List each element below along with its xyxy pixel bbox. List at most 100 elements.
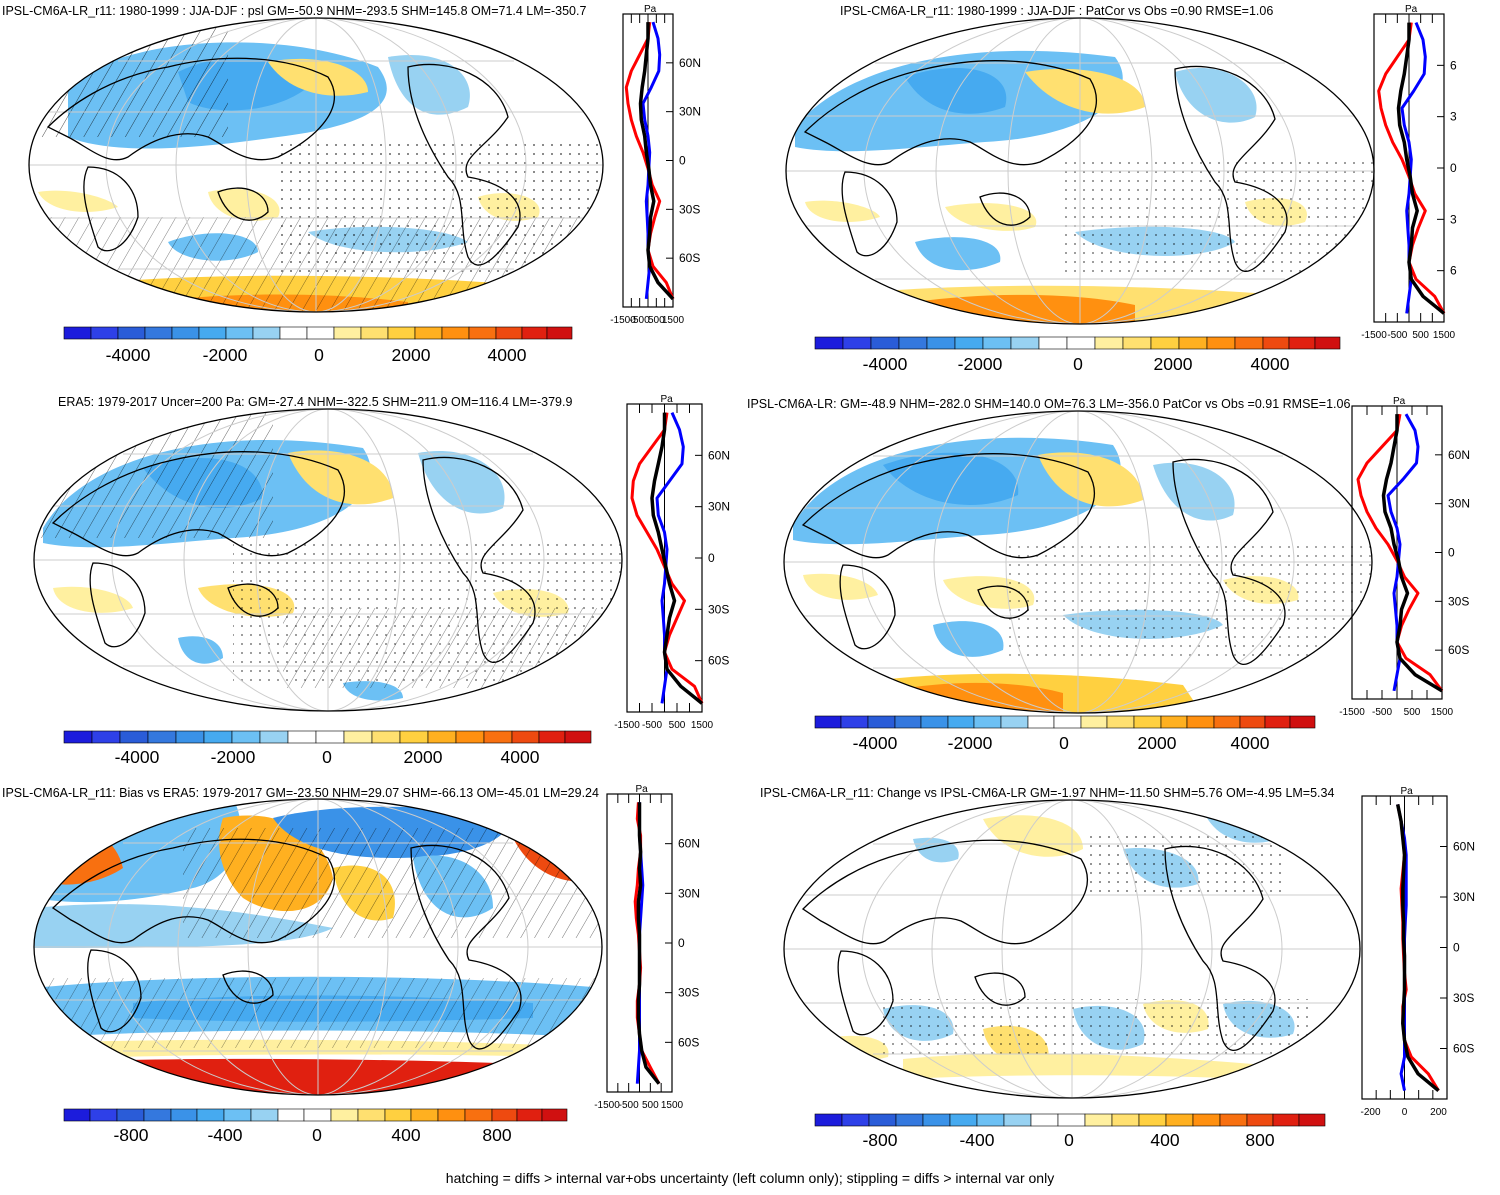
x-tick-label: 1500 (1433, 330, 1456, 341)
lat-tick-label: 60N (678, 837, 700, 851)
lat-tick-label: 30N (708, 500, 730, 514)
panel-title: IPSL-CM6A-LR: GM=-48.9 NHM=-282.0 SHM=14… (747, 397, 1351, 411)
lat-tick-label: 30S (708, 602, 729, 616)
unit-label: Pa (636, 784, 649, 795)
x-tick-label: -200 (1360, 1107, 1380, 1118)
unit-label: Pa (1405, 4, 1418, 15)
x-tick-label: 500 (669, 720, 686, 731)
lat-tick-label: 30N (1448, 497, 1470, 511)
lat-tick-label: 60S (1453, 1042, 1474, 1056)
colorbar-p3 (63, 730, 592, 744)
x-tick-label: 0 (1402, 1107, 1408, 1118)
x-tick-label: -1500 (614, 720, 640, 731)
x-tick-label: -500 (642, 720, 662, 731)
lat-tick-label: 60N (708, 448, 730, 462)
colorbar-label: 2000 (391, 345, 431, 365)
colorbar-label: 0 (1064, 1130, 1074, 1150)
colorbar-label: 4000 (1230, 733, 1270, 753)
colorbar-label: -2000 (202, 345, 248, 365)
colorbar-label: -2000 (947, 733, 993, 753)
zonal-profile-p4: 60N 30N 0 30S 60S -1500 -500 500 1500 Pa (1339, 396, 1470, 718)
colorbar-label: 0 (312, 1125, 322, 1145)
colorbar-p6 (814, 1113, 1326, 1127)
map-p4 (783, 410, 1373, 714)
zonal-profile-p2: 6 3 0 3 6 -1500 -500 500 1500 Pa (1361, 4, 1457, 341)
x-tick-label: 500 (642, 1100, 659, 1111)
zonal-profile-p3: 60N 30N 0 30S 60S -1500 -500 500 1500 Pa (614, 394, 730, 731)
x-tick-label: -500 (630, 315, 650, 326)
lat-tick-label: 60S (678, 1035, 699, 1049)
colorbar-swatches (63, 326, 573, 340)
lat-tick-label: 60N (679, 56, 701, 70)
colorbar-label: 4000 (500, 747, 540, 767)
panel-title: IPSL-CM6A-LR_r11: 1980-1999 : JJA-DJF : … (2, 4, 587, 18)
colorbar-label: 400 (391, 1125, 421, 1145)
colorbar-label: -800 (862, 1130, 898, 1150)
x-tick-label: 500 (1404, 707, 1421, 718)
lat-tick-label: 0 (679, 154, 686, 168)
colorbar-label: 800 (482, 1125, 512, 1145)
x-tick-label: -1500 (594, 1100, 620, 1111)
lat-tick-label: 60S (679, 251, 700, 265)
panel-title: ERA5: 1979-2017 Uncer=200 Pa: GM=-27.4 N… (58, 395, 573, 409)
x-tick-label: 500 (1412, 330, 1429, 341)
unit-label: Pa (1393, 396, 1406, 407)
colorbar-label: -2000 (210, 747, 256, 767)
x-tick-label: -1500 (1361, 330, 1387, 341)
lat-tick-label: 30N (678, 886, 700, 900)
colorbar-label: 4000 (1250, 354, 1290, 374)
colorbar-label: 0 (1073, 354, 1083, 374)
x-tick-label: 200 (1430, 1107, 1447, 1118)
colorbar-p5 (63, 1108, 568, 1122)
panel-title: IPSL-CM6A-LR_r11: Bias vs ERA5: 1979-201… (2, 786, 599, 800)
lat-tick-label: 60S (708, 654, 729, 668)
colorbar-label: -4000 (114, 747, 160, 767)
series-line-model (1396, 22, 1446, 315)
lat-tick-label: 0 (1453, 941, 1460, 955)
colorbar-label: -2000 (957, 354, 1003, 374)
map-p5 (33, 798, 603, 1096)
x-tick-label: 1500 (662, 315, 685, 326)
lat-tick-label: 30S (1448, 594, 1469, 608)
colorbar-label: -400 (207, 1125, 243, 1145)
colorbar-label: -4000 (862, 354, 908, 374)
series-line-model (638, 22, 675, 301)
colorbar-label: 0 (322, 747, 332, 767)
lat-tick-label: 30S (678, 986, 699, 1000)
colorbar-label: 400 (1150, 1130, 1180, 1150)
lat-tick-label: 3 (1450, 110, 1457, 124)
colorbar-label: -4000 (105, 345, 151, 365)
lat-tick-label: 30N (1453, 890, 1475, 904)
x-tick-label: -500 (1372, 707, 1392, 718)
lat-tick-label: 0 (1448, 546, 1455, 560)
panel-title: IPSL-CM6A-LR_r11: Change vs IPSL-CM6A-LR… (760, 786, 1335, 800)
x-tick-label: -1500 (610, 315, 636, 326)
unit-label: Pa (661, 394, 674, 405)
colorbar-label: 2000 (403, 747, 443, 767)
lat-tick-label: 60N (1453, 840, 1475, 854)
x-tick-label: -500 (1387, 330, 1407, 341)
lat-tick-label: 30S (1453, 991, 1474, 1005)
colorbar-p1 (63, 326, 573, 340)
colorbar-label: 0 (314, 345, 324, 365)
x-tick-label: 1500 (691, 720, 714, 731)
map-p3 (33, 408, 623, 712)
lat-tick-label: 0 (1450, 161, 1457, 175)
x-tick-label: 500 (648, 315, 665, 326)
unit-label: Pa (644, 4, 657, 15)
colorbar-label: -800 (113, 1125, 149, 1145)
colorbar-label: 800 (1245, 1130, 1275, 1150)
lat-tick-label: 0 (678, 936, 685, 950)
lat-tick-label: 3 (1450, 212, 1457, 226)
colorbar-label: 0 (1059, 733, 1069, 753)
x-tick-label: -500 (619, 1100, 639, 1111)
x-tick-label: -1500 (1339, 707, 1365, 718)
colorbar-p2 (814, 336, 1341, 350)
colorbar-label: -400 (959, 1130, 995, 1150)
colorbar-label: 2000 (1137, 733, 1177, 753)
series-line-model (1395, 804, 1440, 1092)
map-p6 (783, 799, 1361, 1099)
lat-tick-label: 6 (1450, 264, 1457, 278)
colorbar-label: 2000 (1153, 354, 1193, 374)
